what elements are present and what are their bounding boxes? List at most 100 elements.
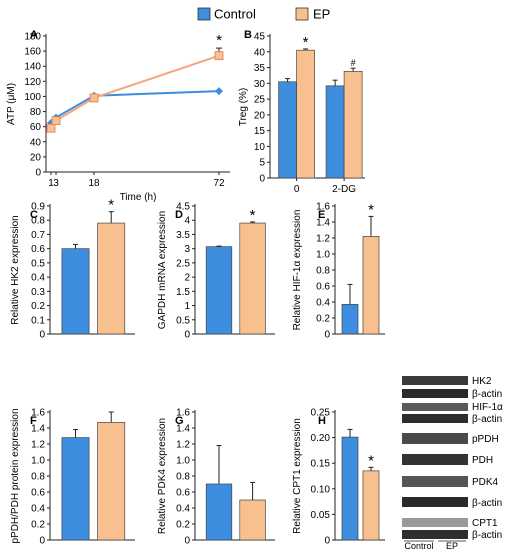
bar-control [325, 85, 345, 179]
y-tick-label: 2.5 [176, 258, 190, 269]
y-tick-label: 0 [39, 330, 45, 341]
y-axis-label: Relative HIF-1α expression [292, 210, 303, 331]
significance-marker: * [216, 32, 222, 49]
y-tick-label: 20 [30, 152, 42, 163]
significance-marker: # [351, 58, 356, 68]
y-tick-label: 1.0 [176, 456, 190, 467]
y-tick-label: 0.25 [311, 408, 331, 419]
x-tick-label: 18 [88, 178, 100, 189]
y-tick-label: 0.4 [31, 273, 45, 284]
blot-band-actin-3 [402, 497, 468, 507]
legend-swatch-control [197, 7, 211, 21]
y-tick-label: 120 [24, 77, 41, 88]
y-tick-label: 10 [254, 142, 266, 153]
y-tick-label: 35 [254, 63, 266, 74]
y-axis-label: GAPDH mRNA expression [157, 211, 168, 329]
series-line-control [50, 90, 220, 124]
panel-label: H [318, 415, 326, 427]
y-tick-label: 1.6 [316, 202, 330, 213]
y-tick-label: 1.2 [316, 234, 330, 245]
y-tick-label: 20 [254, 110, 266, 121]
y-tick-label: 0.4 [316, 298, 330, 309]
x-tick-label: 72 [213, 178, 225, 189]
legend-label-control: Control [214, 7, 256, 22]
y-tick-label: 1.6 [31, 408, 45, 419]
y-tick-label: 0.8 [316, 266, 330, 277]
blot-label-pdh: PDH [472, 455, 493, 466]
y-tick-label: 0 [184, 330, 190, 341]
y-tick-label: 3 [184, 244, 190, 255]
blot-band-cpt1 [402, 518, 468, 527]
y-tick-label: 0.8 [31, 216, 45, 227]
significance-marker: * [303, 34, 309, 51]
y-axis-label: Relative PDK4 expression [157, 418, 168, 534]
bar-control [341, 436, 359, 541]
y-tick-label: 45 [254, 32, 266, 43]
y-tick-label: 0.5 [31, 258, 45, 269]
bar-control [61, 437, 90, 541]
significance-marker: * [250, 207, 256, 224]
blot-band-hif1a [402, 403, 468, 411]
y-tick-label: 0.5 [176, 315, 190, 326]
bar-ep [97, 422, 126, 541]
y-tick-label: 60 [30, 122, 42, 133]
western-blot: HK2 β-actin HIF-1α β-actin pPDH PDH PDK4… [402, 376, 503, 550]
y-tick-label: 0.2 [31, 520, 45, 531]
panel-h: 0 0.05 0.10 0.15 0.20 0.25H Relative CPT1 expr… [292, 408, 385, 547]
bar-ep [97, 222, 126, 335]
y-tick-label: 1.5 [176, 287, 190, 298]
significance-marker: * [108, 197, 114, 214]
bar-ep [343, 70, 363, 179]
blot-group-ep: EP [446, 541, 458, 550]
y-tick-label: 0 [259, 174, 265, 185]
y-tick-label: 0.6 [176, 488, 190, 499]
y-tick-label: 1.4 [176, 424, 190, 435]
panel-label: B [244, 29, 252, 41]
y-tick-label: 1.2 [31, 440, 45, 451]
panel-label: G [175, 415, 184, 427]
x-tick-label: 1 [48, 178, 54, 189]
y-axis-label: Relative HK2 expression [10, 215, 21, 325]
panel-e: 0 0.2 0.4 0.6 0.8 1.0 1.2 1.4 1.6E Relative HIF-1… [292, 201, 385, 341]
y-tick-label: 0 [39, 536, 45, 547]
y-tick-label: 0.6 [31, 488, 45, 499]
blot-row-labels: HK2 β-actin HIF-1α β-actin pPDH PDH PDK4… [472, 376, 503, 541]
x-axis-label: Time (h) [120, 192, 157, 203]
y-tick-label: 40 [30, 137, 42, 148]
y-tick-label: 0.4 [176, 504, 190, 515]
bar-control [205, 483, 233, 541]
legend-label-ep: EP [313, 7, 330, 22]
y-tick-label: 1.4 [316, 218, 330, 229]
y-tick-label: 80 [30, 107, 42, 118]
y-tick-label: 0.05 [311, 510, 331, 521]
legend: Control EP [197, 7, 330, 22]
data-point-ep [51, 116, 61, 126]
y-tick-label: 0.1 [31, 315, 45, 326]
y-tick-label: 1.4 [31, 424, 45, 435]
panel-label: F [30, 415, 37, 427]
panel-label: C [30, 209, 38, 221]
panel-label: E [318, 209, 325, 221]
data-point-ep [214, 51, 224, 61]
blot-label-cpt1: CPT1 [472, 518, 498, 529]
y-tick-label: 1.0 [316, 250, 330, 261]
bar-ep [362, 236, 380, 335]
x-tick-label: 2-DG [332, 184, 356, 195]
y-tick-label: 0.4 [31, 504, 45, 515]
blot-label-actin-1: β-actin [472, 389, 502, 400]
data-point-ep [46, 123, 56, 133]
y-tick-label: 0.7 [31, 230, 45, 241]
y-tick-label: 15 [254, 126, 266, 137]
y-tick-label: 0 [35, 168, 41, 179]
y-tick-label: 0 [324, 536, 330, 547]
y-tick-label: 160 [24, 47, 41, 58]
x-tick-label: 0 [294, 184, 300, 195]
y-tick-label: 4 [184, 216, 190, 227]
y-tick-label: 0.20 [311, 433, 331, 444]
panel-label: A [30, 29, 38, 41]
y-tick-label: 0.6 [31, 244, 45, 255]
bar-control [61, 248, 90, 335]
y-tick-label: 0.15 [311, 459, 331, 470]
blot-label-hif1a: HIF-1α [472, 402, 503, 413]
